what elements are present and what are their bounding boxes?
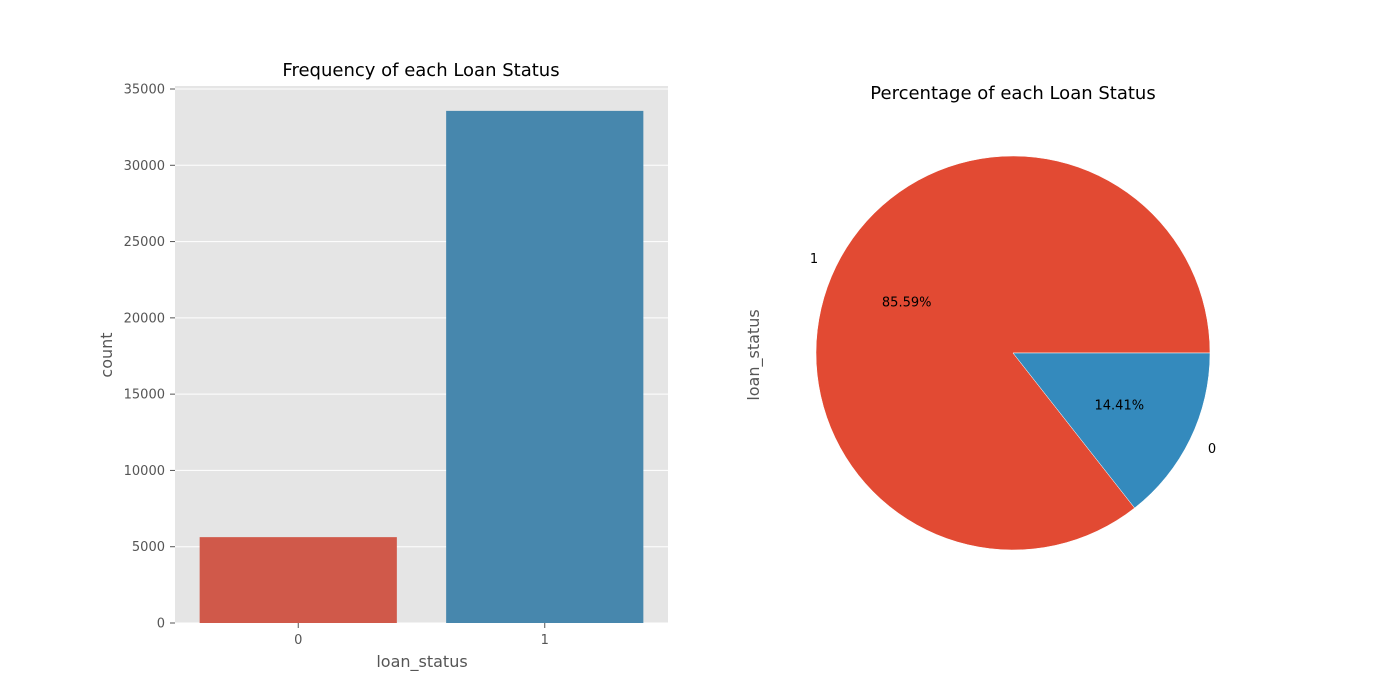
pie-chart-panel: Percentage of each Loan Status loan_stat… — [744, 83, 1216, 551]
bar-marks — [199, 110, 644, 624]
pie-labels: 1 85.59% 0 14.41% — [810, 252, 1216, 457]
pie-slice-percent: 85.59% — [882, 295, 932, 310]
bar-x-tick-label: 1 — [541, 633, 549, 648]
pie-slice-0 — [1012, 352, 1211, 509]
bar-1 — [446, 110, 644, 624]
bar-y-tick-label: 10000 — [124, 464, 165, 479]
bar-y-tick-label: 15000 — [124, 388, 165, 403]
bar-y-ticks: 0 5000 10000 15000 20000 25000 30000 35000 — [124, 83, 175, 632]
pie-marks — [815, 155, 1211, 551]
bar-y-tick-label: 0 — [157, 617, 165, 632]
bar-y-tick-label: 30000 — [124, 159, 165, 174]
bar-chart-title: Frequency of each Loan Status — [282, 60, 559, 81]
bar-y-tick-label: 20000 — [124, 311, 165, 326]
pie-y-axis-label: loan_status — [744, 309, 764, 400]
pie-chart-title: Percentage of each Loan Status — [870, 83, 1155, 104]
pie-slice-label: 1 — [810, 252, 818, 267]
bar-chart-panel: Frequency of each Loan Status 0 5000 10000… — [97, 60, 668, 672]
bar-y-tick-label: 5000 — [132, 540, 165, 555]
bar-y-tick-label: 25000 — [124, 235, 165, 250]
bar-x-tick-label: 0 — [294, 633, 302, 648]
bar-x-axis-label: loan_status — [376, 652, 467, 672]
bar-y-tick-label: 35000 — [124, 83, 165, 98]
bar-0 — [199, 537, 397, 623]
pie-slice-percent: 14.41% — [1095, 399, 1145, 414]
pie-slice-label: 0 — [1208, 442, 1216, 457]
bar-y-axis-label: count — [97, 332, 116, 377]
